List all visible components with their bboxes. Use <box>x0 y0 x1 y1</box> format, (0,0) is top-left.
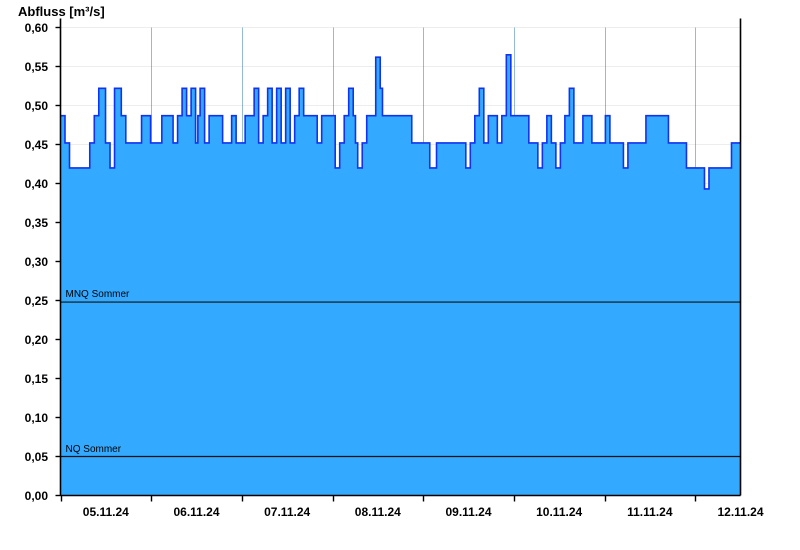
reference-line-label: NQ Sommer <box>65 443 122 455</box>
axis-group <box>59 18 742 497</box>
x-axis-tick-label: 10.11.24 <box>536 504 583 519</box>
y-axis-tick-label: 0,10 <box>24 410 48 425</box>
tick-marks-group <box>55 26 697 502</box>
y-axis-tick-label: 0,40 <box>24 176 48 191</box>
y-axis-tick-label: 0,05 <box>24 449 48 464</box>
x-axis-tick-label: 08.11.24 <box>354 504 401 519</box>
reference-line-label: MNQ Sommer <box>65 289 130 301</box>
y-axis-tick-label: 0,30 <box>24 254 48 269</box>
y-axis-tick-label: 0,25 <box>24 293 48 308</box>
chart-title: Abfluss [m³/s] <box>18 4 105 19</box>
data-area-group <box>60 54 741 496</box>
x-axis-tick-label: 12.11.24 <box>717 504 764 519</box>
x-axis-tick-label: 09.11.24 <box>445 504 492 519</box>
y-axis-tick-label: 0,50 <box>24 98 48 113</box>
x-axis-tick-label: 05.11.24 <box>82 504 129 519</box>
x-axis-tick-label: 07.11.24 <box>264 504 311 519</box>
x-axis-tick-label: 06.11.24 <box>173 504 220 519</box>
reference-lines-group <box>60 301 741 458</box>
y-axis-tick-label: 0,60 <box>24 20 48 35</box>
x-axis-tick-label: 11.11.24 <box>627 504 673 519</box>
y-axis-tick-label: 0,15 <box>24 371 48 386</box>
y-axis-tick-label: 0,35 <box>24 215 48 230</box>
y-axis-tick-label: 0,00 <box>24 488 48 503</box>
y-axis-tick-label: 0,45 <box>24 137 48 152</box>
y-axis-tick-label: 0,20 <box>24 332 48 347</box>
y-axis-tick-label: 0,55 <box>24 59 48 74</box>
